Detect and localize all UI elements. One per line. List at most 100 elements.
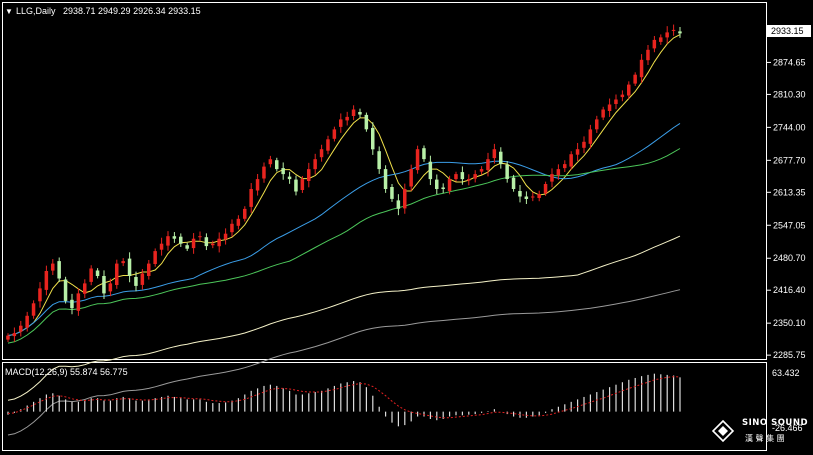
candle — [159, 237, 164, 256]
ma-long-line — [7, 235, 681, 401]
candle — [147, 259, 151, 280]
candle — [479, 166, 484, 175]
candle — [38, 282, 42, 308]
dropdown-arrow-icon[interactable]: ▼ — [5, 7, 13, 16]
candle — [12, 327, 17, 342]
candle — [364, 112, 369, 132]
candle — [198, 231, 202, 241]
ma-mid-line — [7, 122, 681, 337]
candle — [275, 157, 279, 172]
candle — [57, 257, 61, 283]
price-tick-label: 2285.75 — [773, 350, 806, 360]
candle — [563, 160, 567, 173]
candle — [550, 168, 554, 188]
candle — [307, 162, 311, 188]
candle — [140, 269, 145, 290]
candle — [595, 115, 599, 133]
candle — [556, 164, 561, 180]
price-tick-label: 2480.70 — [773, 253, 806, 263]
candle — [223, 228, 228, 245]
candle — [588, 124, 593, 149]
candle — [121, 258, 125, 267]
candle — [95, 268, 100, 279]
ohlc-values: 2938.71 2949.29 2926.34 2933.15 — [63, 6, 201, 16]
candle — [6, 333, 10, 342]
candle — [243, 206, 247, 222]
candle — [319, 144, 324, 162]
candle — [403, 183, 407, 214]
macd-signal-line — [7, 376, 681, 419]
ma-fast-line — [7, 34, 681, 337]
candle — [166, 231, 170, 251]
candle — [217, 232, 221, 253]
price-tick-label: 2416.40 — [773, 285, 806, 295]
candle — [518, 185, 522, 203]
candle — [447, 175, 452, 195]
candle — [345, 111, 349, 126]
price-tick-label: 2613.35 — [773, 187, 806, 197]
candle — [537, 190, 541, 202]
candle — [19, 320, 23, 337]
price-tick-label: 2744.00 — [773, 122, 806, 132]
logo-subtitle: 漢 聲 集 團 — [745, 433, 785, 443]
candle — [390, 184, 394, 202]
candle — [543, 181, 548, 196]
ma-slow-line — [7, 148, 681, 344]
current-price-label: 2933.15 — [771, 26, 804, 36]
candle — [435, 174, 439, 195]
sino-sound-logo: SINO SOUND 漢 聲 集 團 — [711, 418, 808, 443]
price-tick-label: 2677.70 — [773, 155, 806, 165]
symbol-label: LLG,Daily — [16, 6, 56, 16]
candle — [25, 311, 29, 332]
candle — [63, 276, 68, 304]
candle — [620, 90, 625, 102]
price-tick-label: 2547.05 — [773, 220, 806, 230]
candle — [627, 81, 631, 99]
candle — [473, 170, 477, 183]
candle — [294, 175, 298, 196]
candle — [505, 161, 509, 183]
candle — [460, 166, 465, 185]
candle — [51, 259, 55, 275]
candle — [422, 145, 426, 162]
candle — [614, 94, 618, 110]
candle — [492, 143, 497, 164]
macd-histogram-layer — [7, 373, 681, 427]
candle — [89, 265, 93, 286]
candle — [646, 45, 650, 66]
candle — [428, 155, 433, 186]
candle — [575, 142, 580, 161]
candle — [511, 174, 516, 192]
candle — [396, 194, 401, 216]
macd-label: MACD(12,26,9) 55.874 56.775 — [5, 367, 128, 377]
candle — [652, 36, 657, 53]
candle — [633, 72, 637, 87]
candle — [607, 98, 612, 117]
macd-tick-label: 63.432 — [772, 368, 800, 378]
price-tick-label: 2350.10 — [773, 318, 806, 328]
price-tick-label: 2874.65 — [773, 57, 806, 67]
candle — [44, 265, 49, 296]
current-price-marker: 2933.15 — [767, 25, 811, 37]
candle — [486, 152, 490, 177]
macd-axis: 63.432 -26.466 — [772, 368, 803, 433]
ma-longest-line — [7, 289, 681, 436]
candlestick-layer — [6, 24, 682, 342]
candle — [454, 171, 458, 182]
candle — [287, 171, 292, 184]
logo-name: SINO SOUND — [742, 418, 808, 428]
candle — [127, 252, 132, 283]
candle — [76, 288, 81, 316]
candle — [351, 105, 356, 121]
candle — [83, 279, 87, 299]
candle — [659, 34, 663, 45]
candle — [268, 155, 273, 168]
candle — [230, 219, 234, 237]
candle — [255, 173, 260, 196]
candle — [639, 54, 644, 83]
candle — [671, 24, 676, 36]
candle — [441, 183, 445, 194]
candle — [262, 162, 266, 183]
candle — [281, 162, 285, 180]
candle — [313, 153, 317, 175]
